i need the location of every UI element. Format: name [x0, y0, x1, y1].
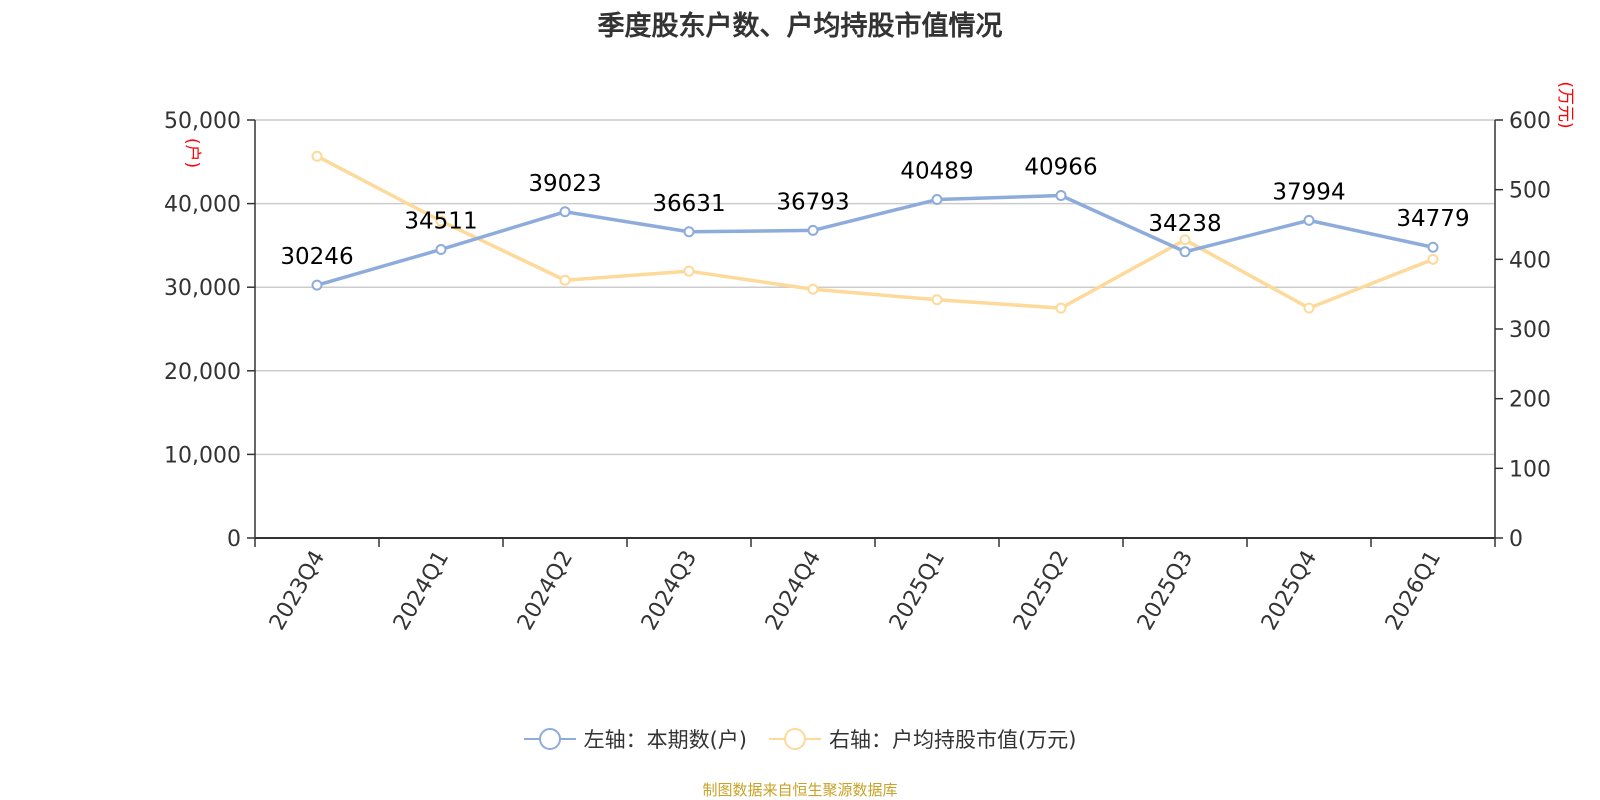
right-tick-label: 400: [1509, 248, 1551, 273]
x-tick-label: 2025Q4: [1257, 547, 1322, 635]
left-tick-label: 50,000: [164, 109, 241, 134]
data-label: 34779: [1396, 206, 1469, 232]
x-tick-label: 2024Q2: [513, 547, 578, 635]
data-point-right[interactable]: [683, 265, 695, 277]
data-label: 37994: [1272, 179, 1345, 205]
right-axis-unit: (万元): [1555, 81, 1575, 128]
right-tick-label: 300: [1509, 318, 1551, 343]
data-point-right[interactable]: [311, 150, 323, 162]
data-point-right[interactable]: [1179, 234, 1191, 246]
data-point-right[interactable]: [559, 274, 571, 286]
data-point-left[interactable]: [311, 279, 323, 291]
data-point-left[interactable]: [807, 224, 819, 236]
series-line-left: [316, 193, 1434, 287]
footer-source: 制图数据来自恒生聚源数据库: [702, 781, 898, 799]
x-tick-label: 2024Q4: [761, 547, 826, 635]
data-point-left[interactable]: [931, 194, 943, 206]
data-point-left[interactable]: [1303, 214, 1315, 226]
left-axis: 0 10,000 20,000 30,000 40,000 50,000: [164, 109, 256, 552]
x-tick-label: 2024Q3: [637, 547, 702, 635]
data-point-left[interactable]: [683, 226, 695, 238]
data-label: 36793: [776, 189, 849, 215]
data-point-right[interactable]: [1303, 302, 1315, 314]
x-tick-label: 2025Q1: [885, 547, 950, 635]
left-tick-label: 0: [227, 527, 241, 552]
data-point-right[interactable]: [435, 215, 447, 227]
chart-title: 季度股东户数、户均持股市值情况: [597, 11, 1003, 42]
data-point-left[interactable]: [1179, 246, 1191, 258]
legend-line-marker-icon: [769, 728, 821, 750]
legend-label-right: 右轴：户均持股市值(万元): [829, 728, 1077, 752]
grid-lines: [255, 119, 1495, 456]
data-label: 36631: [652, 191, 725, 217]
data-label: 34238: [1148, 211, 1221, 237]
legend-item-left[interactable]: 左轴：本期数(户): [523, 724, 747, 754]
data-point-right[interactable]: [1055, 302, 1067, 314]
left-tick-label: 10,000: [164, 443, 241, 468]
x-tick-label: 2025Q3: [1133, 547, 1198, 635]
left-tick-label: 40,000: [164, 193, 241, 218]
legend-label-left: 左轴：本期数(户): [583, 728, 747, 752]
legend-item-right[interactable]: 右轴：户均持股市值(万元): [769, 724, 1076, 754]
data-point-right[interactable]: [1427, 253, 1439, 265]
series-lines: [311, 150, 1439, 314]
left-axis-unit: (户): [182, 138, 202, 168]
data-point-right[interactable]: [931, 294, 943, 306]
data-point-right[interactable]: [807, 283, 819, 295]
left-tick-label: 20,000: [164, 360, 241, 385]
data-label: 30246: [280, 244, 353, 270]
legend: 左轴：本期数(户) 右轴：户均持股市值(万元): [0, 724, 1600, 754]
data-labels: 30246 34511 39023 36631 36793 40489 40966 34238…: [280, 155, 1469, 271]
right-tick-label: 0: [1509, 527, 1523, 552]
data-label: 40489: [900, 159, 973, 185]
data-point-left[interactable]: [1055, 190, 1067, 202]
right-axis: 0 100 200 300 400 500 600: [1494, 109, 1551, 552]
data-label: 39023: [528, 171, 601, 197]
x-tick-label: 2025Q2: [1009, 547, 1074, 635]
right-tick-label: 600: [1509, 109, 1551, 134]
legend-line-marker-icon: [523, 728, 576, 750]
x-axis: 2023Q4 2024Q1 2024Q2 2024Q3 2024Q4 2025Q1 2025…: [254, 537, 1496, 635]
series-line-right: [316, 154, 1434, 310]
data-point-left[interactable]: [559, 206, 571, 218]
right-tick-label: 500: [1509, 179, 1551, 204]
data-point-left[interactable]: [1427, 241, 1439, 253]
right-tick-label: 200: [1509, 388, 1551, 413]
data-label: 34511: [404, 208, 477, 234]
data-point-left[interactable]: [435, 243, 447, 255]
left-tick-label: 30,000: [164, 276, 241, 301]
data-label: 40966: [1024, 155, 1097, 181]
x-tick-label: 2024Q1: [389, 547, 454, 635]
x-tick-label: 2026Q1: [1381, 547, 1446, 635]
right-tick-label: 100: [1509, 457, 1551, 482]
x-tick-label: 2023Q4: [265, 547, 330, 635]
